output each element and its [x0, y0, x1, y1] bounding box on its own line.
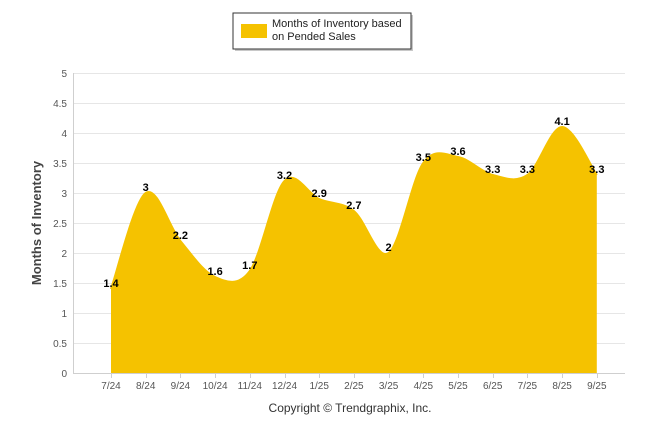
data-label: 4.1: [554, 116, 569, 128]
data-labels: 1.4 3 2.2 1.6 1.7 3.2 2.9 2.7 2 3.5 3.6 3.3 3.3 4.1 3.…: [103, 116, 604, 290]
x-tick-label: 10/24: [203, 381, 228, 392]
data-label: 2.7: [346, 200, 361, 212]
x-tick-label: 1/25: [309, 381, 329, 392]
legend[interactable]: Months of Inventory based on Pended Sale…: [232, 12, 413, 51]
x-tick-label: 7/25: [518, 381, 538, 392]
data-label: 1.6: [207, 266, 222, 278]
data-label: 3.5: [416, 152, 431, 164]
y-tick-label: 3: [61, 189, 67, 200]
x-tick-label: 8/24: [136, 381, 156, 392]
x-tick-label: 4/25: [414, 381, 434, 392]
x-tick-label: 11/24: [238, 381, 263, 392]
y-tick-label: 5: [61, 69, 67, 80]
y-tick-label: 1: [61, 309, 67, 320]
y-tick-label: 4: [61, 129, 67, 140]
y-tick-label: 1.5: [53, 279, 67, 290]
data-label: 3.3: [485, 164, 500, 176]
x-tick-label: 9/24: [171, 381, 191, 392]
x-tick-label: 8/25: [552, 381, 572, 392]
area-fill: [111, 127, 597, 373]
legend-label-line2: on Pended Sales: [272, 31, 356, 43]
legend-swatch: [241, 24, 267, 38]
data-label: 1.4: [103, 278, 119, 290]
y-tick-label: 0.5: [53, 339, 67, 350]
legend-label-line1: Months of Inventory based: [272, 18, 402, 30]
data-label: 3: [143, 182, 149, 194]
data-label: 2.2: [173, 230, 188, 242]
data-label: 3.6: [450, 146, 465, 158]
area-outline: [110, 125, 598, 290]
x-tick-label: 6/25: [483, 381, 503, 392]
data-label: 1.7: [242, 260, 257, 272]
y-tick-label: 2: [61, 249, 67, 260]
data-label: 2: [386, 242, 392, 254]
y-tick-label: 0: [61, 369, 67, 380]
area-series: [110, 125, 598, 373]
x-tick-label: 5/25: [448, 381, 468, 392]
data-label: 3.3: [589, 164, 604, 176]
x-tick-label: 9/25: [587, 381, 607, 392]
y-axis-title: Months of Inventory: [29, 160, 44, 285]
axes: 0 0.5 1 1.5 2 2.5 3 3.5 4 4.5 5 7/24 8/24 9/24 10/24 11…: [53, 69, 625, 392]
x-tick-label: 12/24: [272, 381, 297, 392]
data-label: 2.9: [312, 188, 327, 200]
x-tick-label: 3/25: [379, 381, 399, 392]
x-tick-label: 7/24: [101, 381, 121, 392]
y-tick-label: 4.5: [53, 99, 67, 110]
copyright-text: Copyright © Trendgraphix, Inc.: [269, 401, 432, 415]
y-tick-label: 2.5: [53, 219, 67, 230]
data-label: 3.2: [277, 170, 292, 182]
data-label: 3.3: [520, 164, 535, 176]
y-tick-label: 3.5: [53, 159, 67, 170]
x-tick-label: 2/25: [344, 381, 364, 392]
